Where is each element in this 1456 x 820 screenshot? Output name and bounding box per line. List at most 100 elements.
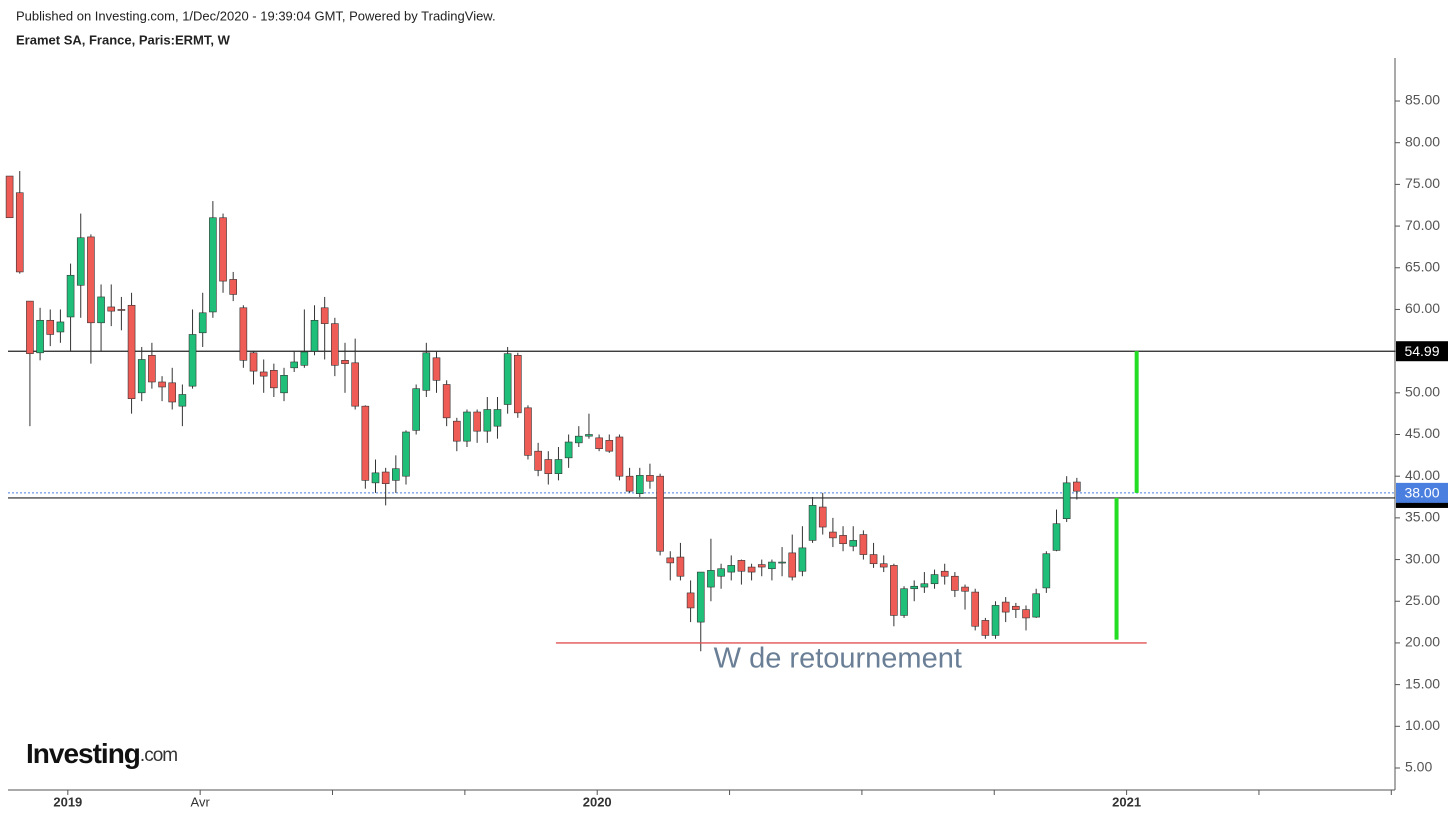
- x-tick-label: Avr: [191, 794, 211, 809]
- candle-body: [605, 440, 614, 452]
- candle-body: [595, 437, 603, 449]
- candle-body: [148, 355, 156, 383]
- x-tick-label: 2020: [583, 794, 612, 809]
- candle-body: [859, 534, 868, 555]
- y-tick-label: 80.00: [1405, 133, 1440, 149]
- candle-body: [717, 568, 725, 577]
- last-price-label: 38.00: [1404, 485, 1439, 501]
- candle-body: [290, 361, 298, 369]
- candle-body: [849, 540, 858, 547]
- candle-body: [524, 407, 532, 456]
- candle-body: [788, 552, 797, 578]
- candle-body: [666, 557, 675, 564]
- candle-body: [1062, 482, 1071, 520]
- logo-brand-text: Investing: [26, 738, 140, 769]
- logo-brand: Investing.com: [26, 738, 177, 769]
- candle-body: [56, 321, 65, 333]
- candle-body: [930, 574, 939, 585]
- candle-body: [635, 475, 644, 494]
- candle-body: [1052, 523, 1061, 551]
- candle-body: [280, 375, 288, 394]
- annotation: W de retournement: [714, 642, 962, 674]
- candle-body: [554, 459, 563, 474]
- candle-body: [920, 583, 929, 588]
- candle-body: [615, 436, 624, 477]
- candle-body: [544, 459, 553, 474]
- candle-body: [209, 217, 217, 313]
- candle-body: [757, 564, 766, 568]
- candle-body: [514, 355, 522, 414]
- candle-body: [798, 547, 807, 572]
- candle-body: [127, 304, 136, 399]
- candle-body: [270, 370, 278, 389]
- logo-suffix: .com: [140, 745, 177, 766]
- candle-body: [483, 409, 492, 432]
- candle-body: [442, 384, 451, 419]
- candle-body: [707, 570, 715, 588]
- y-tick-label: 65.00: [1405, 258, 1440, 274]
- candle-body: [198, 312, 207, 334]
- candle-body: [229, 279, 238, 295]
- candle-body: [1022, 609, 1030, 619]
- candle-body: [971, 591, 979, 627]
- candle-body: [686, 592, 695, 609]
- candle-body: [26, 300, 34, 354]
- symbol-line: Eramet SA, France, Paris:ERMT, W: [16, 32, 231, 47]
- candle-body: [1073, 481, 1081, 492]
- candle-body: [463, 411, 471, 442]
- candle-body: [117, 309, 126, 311]
- candle-body: [1012, 605, 1020, 610]
- candle-body: [341, 360, 349, 364]
- candle-body: [1032, 593, 1040, 618]
- candle-body: [473, 411, 481, 432]
- candle-body: [940, 570, 949, 577]
- y-tick-label: 50.00: [1405, 384, 1440, 400]
- candle-body: [696, 571, 705, 623]
- candle-body: [300, 351, 309, 366]
- candle-body: [361, 405, 370, 481]
- candle-body: [1042, 553, 1051, 589]
- x-tick-label: 2021: [1112, 794, 1141, 809]
- candle-body: [381, 471, 390, 484]
- candle-body: [371, 472, 380, 484]
- candle-body: [422, 352, 431, 391]
- candle-body: [646, 475, 654, 482]
- published-line: Published on Investing.com, 1/Dec/2020 -…: [16, 8, 496, 23]
- candle-body: [961, 586, 969, 592]
- candle-body: [412, 388, 420, 431]
- candle-body: [493, 409, 502, 427]
- candle-body: [574, 435, 583, 444]
- last-price-tag: [1396, 482, 1448, 503]
- candle-body: [188, 334, 197, 387]
- candle-body: [453, 420, 461, 442]
- y-tick-label: 70.00: [1405, 217, 1440, 233]
- price-tag: [1396, 341, 1448, 362]
- price-tag-label: 54.99: [1404, 343, 1439, 359]
- candle-body: [87, 236, 95, 324]
- candle-body: [951, 575, 959, 591]
- candle-body: [900, 588, 908, 616]
- candle-body: [981, 620, 990, 636]
- candle-body: [727, 565, 736, 573]
- candle-body: [66, 274, 75, 318]
- candle-body: [564, 441, 573, 459]
- candle-body: [910, 585, 919, 590]
- candle-body: [5, 175, 14, 219]
- candle-body: [107, 306, 116, 312]
- candle-body: [503, 353, 512, 405]
- candle-body: [818, 506, 827, 528]
- candle-body: [331, 323, 339, 366]
- candle-body: [320, 307, 329, 324]
- y-tick-label: 35.00: [1405, 509, 1440, 525]
- candle-body: [839, 535, 847, 545]
- candle-body: [249, 352, 258, 372]
- candle-body: [879, 563, 888, 568]
- y-tick-label: 10.00: [1405, 717, 1440, 733]
- y-tick-label: 40.00: [1405, 467, 1440, 483]
- candle-body: [829, 531, 837, 539]
- x-tick-label: 2019: [53, 794, 82, 809]
- candle-body: [46, 319, 55, 335]
- candle-body: [808, 505, 817, 541]
